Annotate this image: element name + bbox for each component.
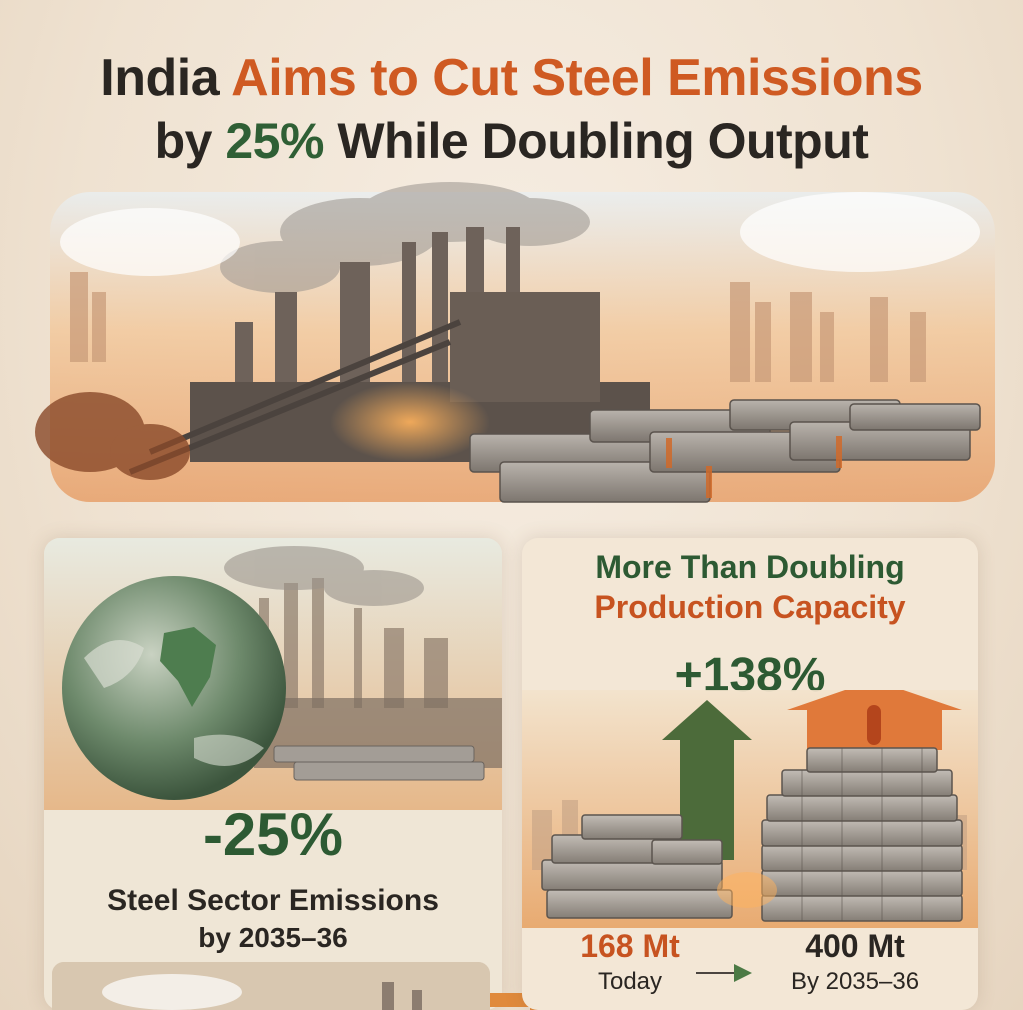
headline-percent: 25%: [225, 113, 324, 169]
steel-stacks-illustration: [522, 690, 978, 928]
emissions-target-year: by 2035–36: [198, 922, 348, 953]
emissions-change: -25%: [202, 801, 344, 868]
emissions-label: Steel Sector Emissions: [107, 884, 439, 917]
current-capacity-label: Today: [597, 968, 663, 995]
future-capacity-label: By 2035–36: [790, 968, 920, 995]
arrow-right-icon: [696, 964, 752, 982]
headline-line-2: by 25% While Doubling Output: [0, 112, 1023, 170]
growth-arrow-icon: [662, 700, 752, 860]
steel-plant-illustration: [35, 182, 995, 503]
headline-highlight: Aims to Cut Steel Emissions: [231, 49, 923, 107]
capacity-heading: More Than Doubling: [595, 549, 905, 585]
headline-prefix: India: [100, 49, 220, 107]
globe-illustration: [44, 538, 502, 810]
headline-suffix: While Doubling Output: [337, 113, 869, 169]
emissions-panel: [44, 538, 502, 1010]
future-capacity: 400 Mt: [805, 928, 905, 964]
lower-illustration-card: [52, 962, 490, 1010]
headline-line-1: India Aims to Cut Steel Emissions: [0, 48, 1023, 108]
current-capacity: 168 Mt: [580, 928, 680, 964]
lower-illustration: [52, 962, 490, 1010]
capacity-subheading: Production Capacity: [594, 589, 906, 625]
headline-by: by: [154, 113, 213, 169]
